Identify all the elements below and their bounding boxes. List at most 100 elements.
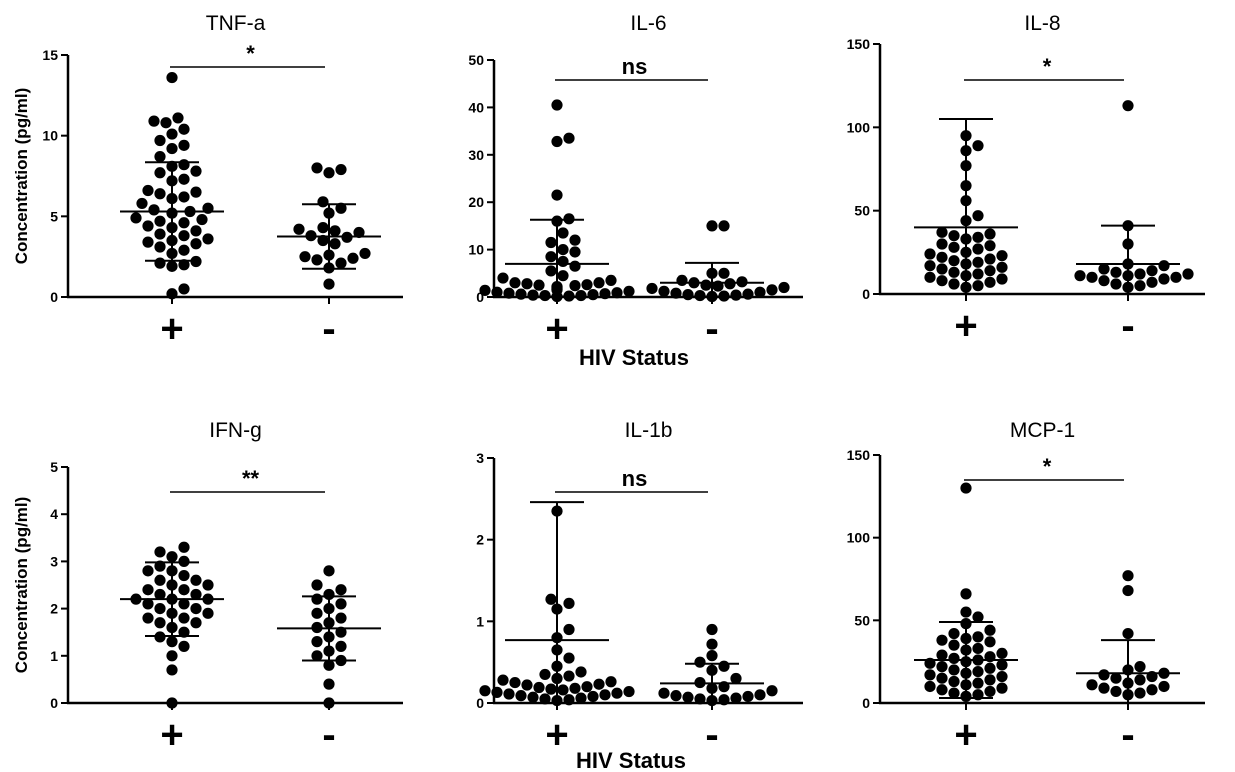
data-point <box>154 188 166 200</box>
data-point <box>329 225 341 237</box>
data-point <box>984 240 996 252</box>
data-point <box>996 670 1008 683</box>
data-point <box>718 220 730 232</box>
data-point <box>742 690 754 703</box>
data-point <box>491 286 503 298</box>
data-point <box>311 636 323 648</box>
hiv-negative-label: - <box>322 307 335 351</box>
data-point <box>527 289 539 301</box>
data-point <box>533 681 545 694</box>
data-point <box>948 664 960 676</box>
data-point <box>202 607 214 619</box>
data-point <box>1110 278 1122 290</box>
data-point <box>311 593 323 605</box>
data-point <box>551 189 563 201</box>
data-point <box>166 697 178 709</box>
data-point <box>936 238 948 250</box>
data-point <box>557 270 569 282</box>
data-point <box>730 692 742 704</box>
data-point <box>190 603 202 615</box>
data-point <box>718 694 730 706</box>
data-point <box>623 685 635 698</box>
data-point <box>700 279 712 291</box>
data-point <box>323 167 335 179</box>
data-point <box>166 128 178 140</box>
data-point <box>599 689 611 701</box>
data-point <box>503 287 515 299</box>
y-tick-label: 50 <box>854 612 870 628</box>
data-point <box>539 668 551 681</box>
data-point <box>166 636 178 648</box>
y-tick-label: 40 <box>468 99 484 115</box>
data-point <box>142 612 154 624</box>
hiv-negative-label: - <box>1121 304 1134 348</box>
significance-label: * <box>1043 54 1052 79</box>
data-point <box>658 285 670 297</box>
data-point <box>1122 584 1134 597</box>
y-tick-label: 0 <box>862 286 870 302</box>
data-point <box>1158 680 1170 693</box>
data-point <box>670 287 682 299</box>
data-point <box>936 672 948 684</box>
significance-label: * <box>246 41 255 66</box>
data-point <box>984 265 996 277</box>
significance-label: * <box>1043 454 1052 479</box>
data-point <box>317 222 329 234</box>
y-tick-label: 0 <box>476 289 484 305</box>
significance-label: ns <box>622 54 648 79</box>
data-point <box>730 672 742 685</box>
x-axis-label-top: HIV Status <box>579 345 689 370</box>
data-point <box>563 652 575 664</box>
data-point <box>190 165 202 177</box>
data-point <box>335 598 347 610</box>
data-point <box>1134 674 1146 686</box>
data-point <box>948 675 960 688</box>
data-point <box>924 669 936 681</box>
data-point <box>323 697 335 709</box>
data-point <box>948 627 960 640</box>
data-point <box>706 623 718 636</box>
data-point <box>166 664 178 676</box>
data-point <box>1122 570 1134 582</box>
data-point <box>172 112 184 124</box>
data-point <box>154 617 166 629</box>
data-point <box>317 234 329 247</box>
data-point <box>335 163 347 176</box>
data-point <box>924 680 936 693</box>
data-point <box>563 623 575 636</box>
data-point <box>1158 260 1170 272</box>
y-tick-label: 3 <box>476 450 484 466</box>
data-point <box>142 584 154 596</box>
data-point <box>551 99 563 111</box>
data-point <box>563 670 575 682</box>
data-point <box>593 277 605 289</box>
data-point <box>539 693 551 705</box>
data-point <box>329 238 341 250</box>
data-point <box>936 661 948 673</box>
data-point <box>154 167 166 179</box>
data-point <box>196 213 208 226</box>
data-point <box>509 676 521 689</box>
data-point <box>569 280 581 292</box>
panel-title: MCP-1 <box>1010 419 1075 442</box>
data-point <box>581 279 593 291</box>
data-point <box>1146 276 1158 288</box>
data-point <box>178 217 190 229</box>
data-point <box>936 634 948 646</box>
data-point <box>335 257 347 269</box>
data-point <box>984 228 996 240</box>
hiv-negative-label: - <box>705 307 718 351</box>
data-point <box>1158 273 1170 285</box>
data-point <box>190 617 202 629</box>
data-point <box>1170 271 1182 283</box>
data-point <box>202 579 214 591</box>
panel-4: IL-1b 0 1 2 3 + - ns <box>476 419 803 757</box>
data-point <box>154 228 166 240</box>
panel-title: IL-6 <box>630 12 666 35</box>
data-point <box>166 551 178 563</box>
data-point <box>178 283 190 295</box>
panel-title: TNF-a <box>206 12 266 35</box>
data-point <box>948 652 960 664</box>
y-tick-label: 100 <box>847 530 871 546</box>
